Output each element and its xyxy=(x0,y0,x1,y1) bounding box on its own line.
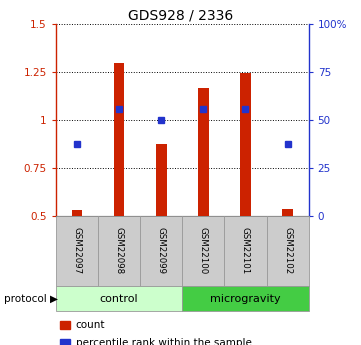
Text: count: count xyxy=(76,320,105,330)
Text: GSM22098: GSM22098 xyxy=(115,227,123,275)
Text: GSM22101: GSM22101 xyxy=(241,227,250,275)
Text: percentile rank within the sample: percentile rank within the sample xyxy=(76,338,252,345)
Bar xyxy=(240,73,251,216)
Text: GSM22097: GSM22097 xyxy=(73,227,82,275)
Text: microgravity: microgravity xyxy=(210,294,281,304)
Text: GDS928 / 2336: GDS928 / 2336 xyxy=(128,9,233,23)
Text: GSM22102: GSM22102 xyxy=(283,227,292,275)
Text: GSM22100: GSM22100 xyxy=(199,227,208,275)
Bar xyxy=(72,210,82,216)
Bar xyxy=(114,63,125,216)
Bar xyxy=(156,144,166,216)
Bar xyxy=(282,209,293,216)
Text: control: control xyxy=(100,294,138,304)
Text: GSM22099: GSM22099 xyxy=(157,227,166,275)
Text: protocol ▶: protocol ▶ xyxy=(4,294,58,304)
Bar xyxy=(198,88,209,216)
